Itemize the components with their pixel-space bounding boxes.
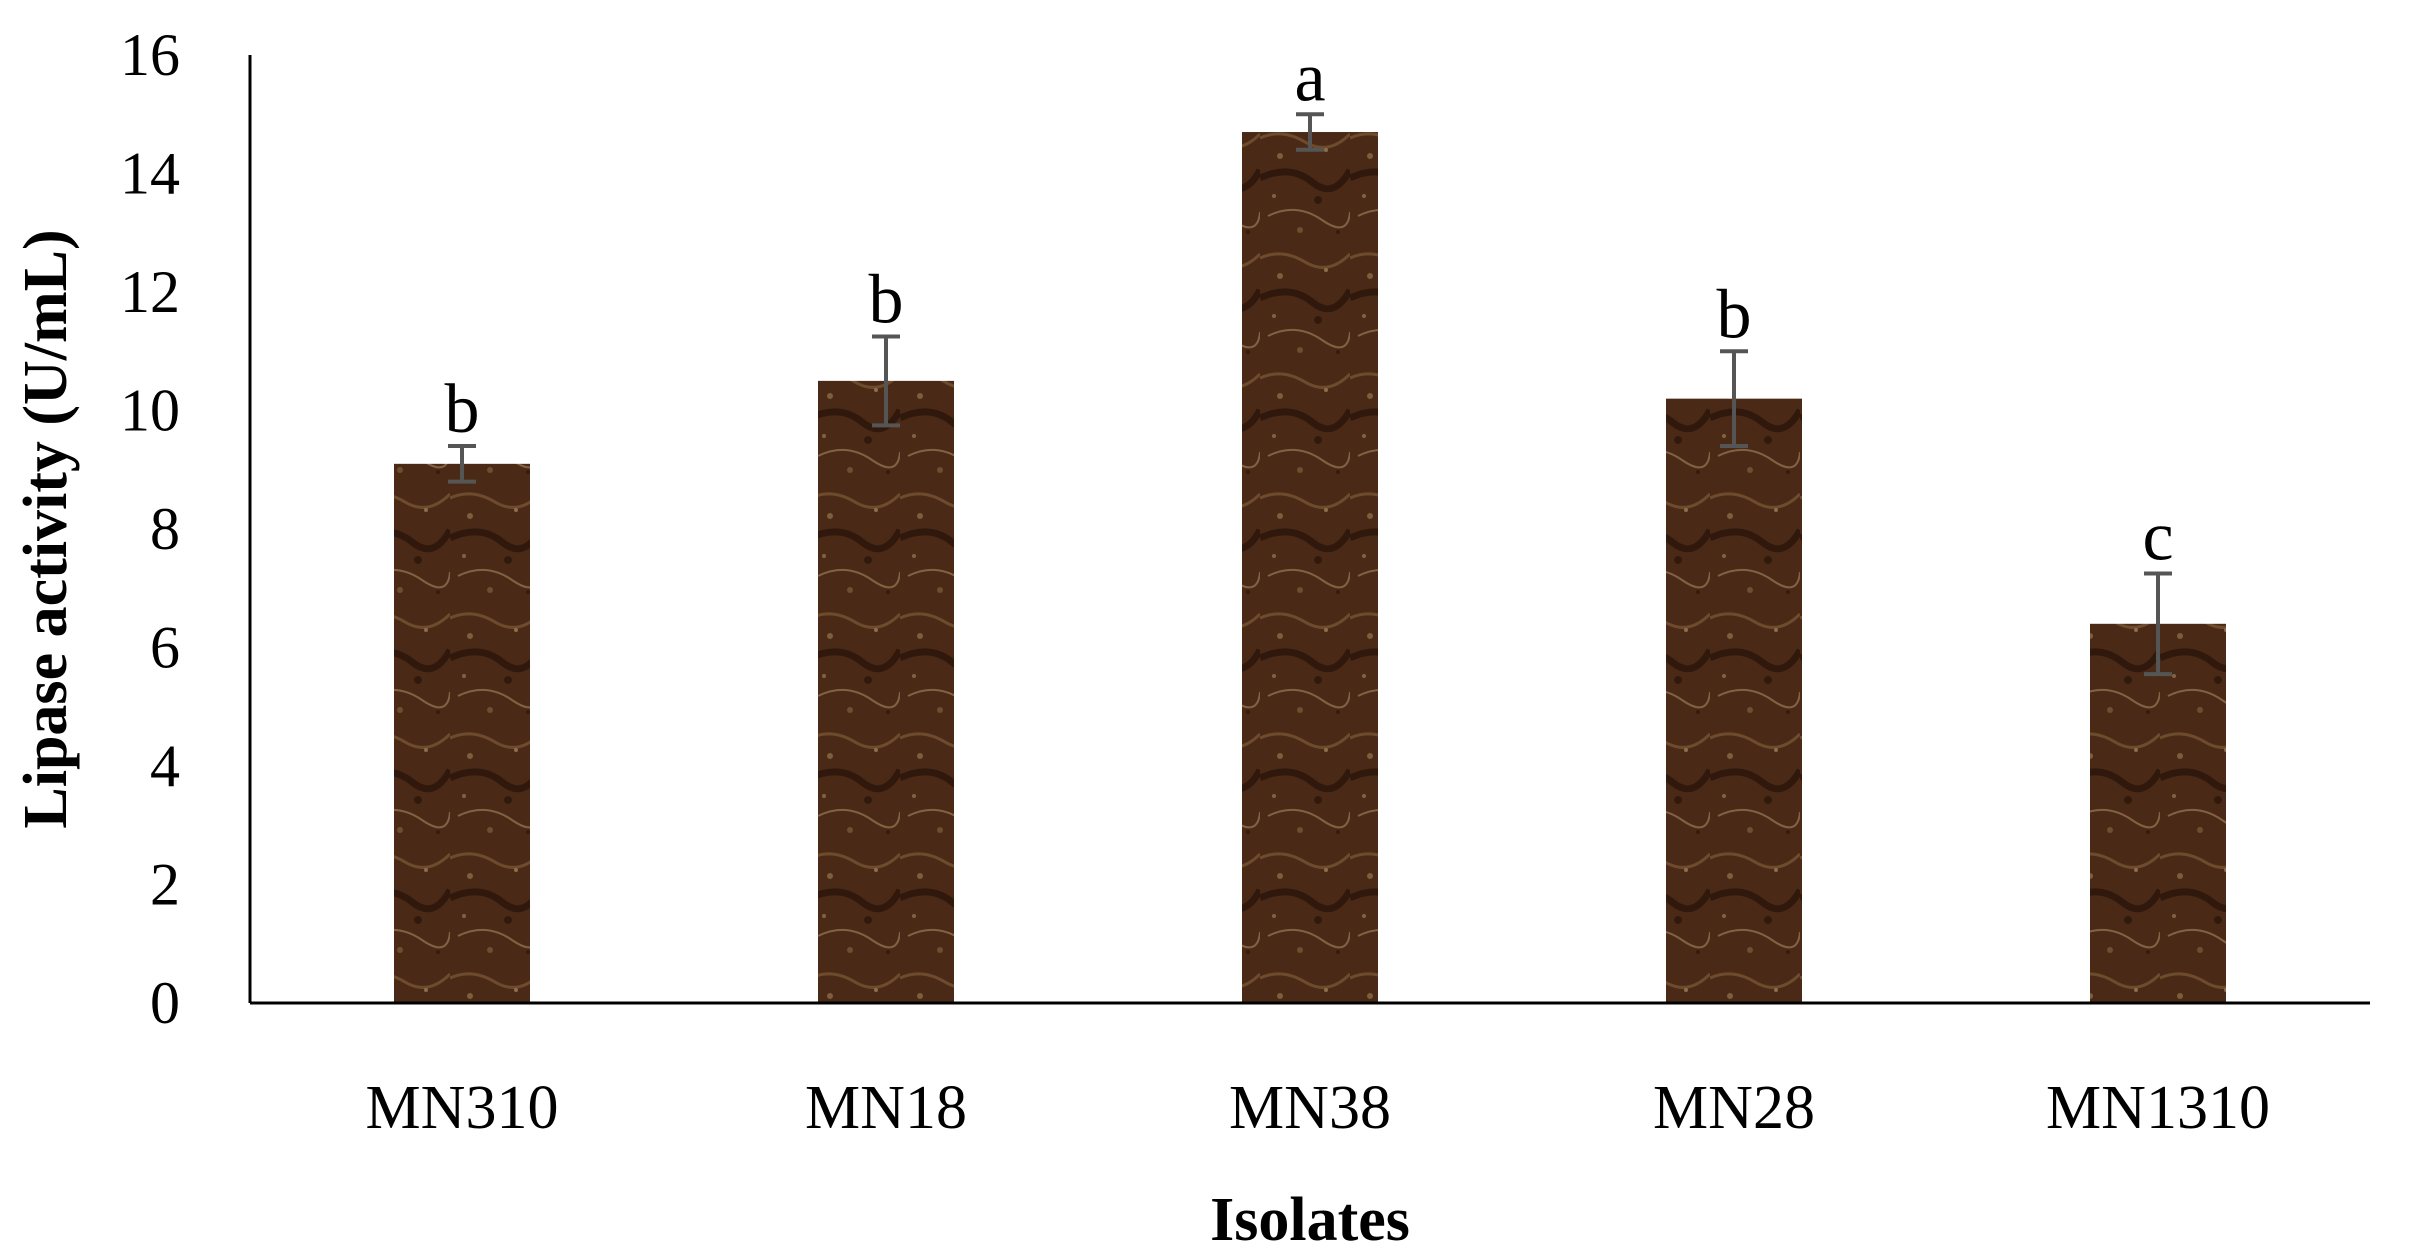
significance-label: c	[2142, 498, 2173, 575]
x-tick-label: MN18	[805, 1074, 967, 1142]
x-tick-label: MN38	[1229, 1074, 1391, 1142]
significance-label: a	[1294, 39, 1325, 116]
y-tick-label: 10	[120, 378, 180, 444]
y-axis-title: Lipase activity (U/mL)	[12, 229, 80, 828]
error-bar-mn1310	[2144, 571, 2172, 677]
x-tick-label: MN310	[366, 1074, 559, 1142]
y-tick-label: 12	[120, 259, 180, 325]
error-bar-mn310	[448, 444, 476, 484]
y-tick-label: 0	[150, 970, 180, 1036]
bar-mn38	[1242, 132, 1378, 1003]
significance-label: b	[445, 371, 480, 448]
y-tick-label: 16	[120, 22, 180, 88]
y-tick-label: 6	[150, 615, 180, 681]
significance-label: b	[1717, 276, 1752, 353]
bar-mn310	[394, 463, 530, 1003]
y-tick-label: 2	[150, 852, 180, 918]
y-tick-label: 4	[150, 733, 180, 799]
y-tick-label: 8	[150, 496, 180, 562]
error-bar-mn28	[1720, 349, 1748, 449]
bar-mn28	[1666, 398, 1802, 1003]
error-bar-mn38	[1296, 112, 1324, 152]
x-axis-title: Isolates	[1210, 1186, 1410, 1254]
bar-mn18	[818, 380, 954, 1003]
x-tick-label: MN1310	[2046, 1074, 2270, 1142]
x-tick-label: MN28	[1653, 1074, 1815, 1142]
error-bar-mn18	[872, 334, 900, 428]
bar-mn1310	[2090, 623, 2226, 1003]
y-tick-label: 14	[120, 141, 180, 207]
significance-label: b	[869, 261, 904, 338]
